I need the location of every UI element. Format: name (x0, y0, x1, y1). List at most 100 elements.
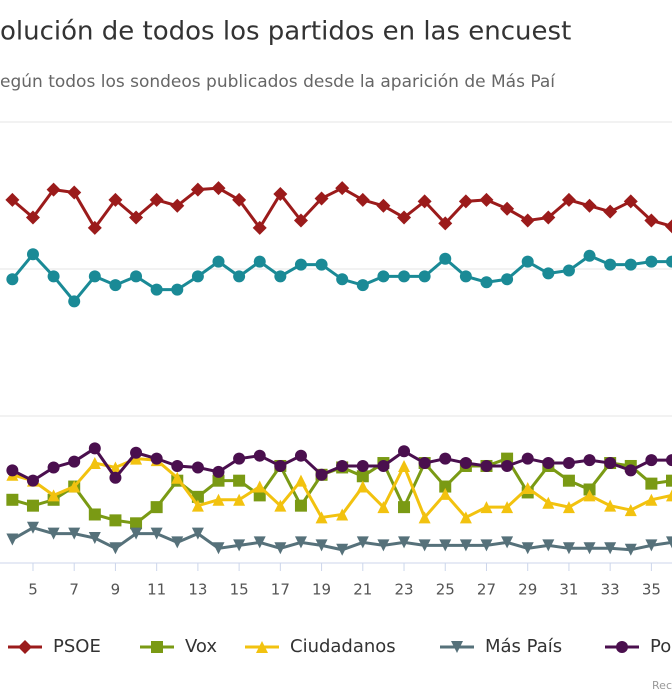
x-tick-label: 7 (69, 581, 79, 599)
marker (47, 461, 60, 474)
x-tick-label: 19 (312, 581, 331, 599)
marker (191, 461, 204, 474)
marker (88, 508, 101, 521)
marker (645, 255, 658, 268)
marker (68, 480, 81, 493)
marker (624, 464, 637, 477)
marker (88, 442, 101, 455)
marker (190, 182, 205, 197)
legend-label: Po (650, 636, 671, 657)
marker (500, 201, 515, 216)
marker (315, 511, 328, 524)
marker (459, 270, 472, 283)
marker (451, 641, 463, 653)
marker (130, 270, 143, 283)
marker (377, 270, 390, 283)
marker (151, 641, 163, 653)
marker (171, 459, 184, 472)
marker (212, 493, 225, 506)
marker (211, 181, 226, 196)
marker (603, 204, 618, 219)
marker (212, 474, 225, 487)
marker (191, 499, 204, 512)
marker (645, 539, 658, 552)
marker (501, 273, 514, 286)
marker (68, 527, 81, 540)
marker (520, 213, 535, 228)
marker (336, 508, 349, 521)
marker (253, 480, 266, 493)
marker (315, 539, 328, 552)
marker (314, 191, 329, 206)
marker (480, 501, 493, 514)
marker (47, 527, 60, 540)
marker (252, 220, 267, 235)
marker (645, 477, 658, 490)
marker (459, 539, 472, 552)
marker (256, 641, 268, 653)
marker (109, 279, 122, 292)
marker (398, 459, 411, 472)
marker (294, 474, 307, 487)
marker (293, 213, 308, 228)
marker (171, 471, 184, 484)
marker (294, 536, 307, 549)
marker (439, 480, 452, 493)
marker (521, 452, 534, 465)
marker (356, 459, 369, 472)
marker (47, 270, 60, 283)
marker (562, 457, 575, 470)
marker (130, 527, 143, 540)
marker (459, 457, 472, 470)
marker (212, 255, 225, 268)
marker (562, 474, 575, 487)
marker (397, 210, 412, 225)
marker (191, 270, 204, 283)
marker (356, 480, 369, 493)
marker (233, 474, 246, 487)
x-tick-label: 27 (477, 581, 496, 599)
marker (439, 252, 452, 265)
marker (644, 213, 659, 228)
marker (418, 511, 431, 524)
marker (521, 542, 534, 555)
marker (212, 542, 225, 555)
marker (253, 489, 266, 502)
marker (439, 539, 452, 552)
marker (171, 536, 184, 549)
marker (108, 192, 123, 207)
chart-title: olución de todos los partidos en las enc… (0, 17, 571, 47)
marker (150, 452, 163, 465)
marker (542, 267, 555, 280)
x-tick-label: 33 (601, 581, 620, 599)
marker (150, 527, 163, 540)
x-tick-label: 35 (642, 581, 661, 599)
x-tick-label: 23 (394, 581, 413, 599)
marker (479, 192, 494, 207)
marker (624, 543, 637, 556)
marker (521, 482, 534, 495)
marker (439, 452, 452, 465)
marker (47, 489, 60, 502)
x-tick-label: 15 (230, 581, 249, 599)
marker (501, 459, 514, 472)
marker (150, 283, 163, 296)
marker (562, 264, 575, 277)
legend-label: Vox (185, 636, 217, 657)
marker (294, 258, 307, 271)
marker (294, 449, 307, 462)
x-tick-label: 11 (147, 581, 166, 599)
marker (666, 255, 672, 268)
x-tick-label: 29 (518, 581, 537, 599)
marker (356, 470, 369, 483)
marker (417, 194, 432, 209)
x-tick-label: 25 (436, 581, 455, 599)
marker (582, 198, 597, 213)
marker (376, 198, 391, 213)
marker (480, 276, 493, 289)
marker (561, 192, 576, 207)
marker (356, 536, 369, 549)
x-tick-label: 9 (111, 581, 121, 599)
marker (377, 459, 390, 472)
x-tick-label: 17 (271, 581, 290, 599)
